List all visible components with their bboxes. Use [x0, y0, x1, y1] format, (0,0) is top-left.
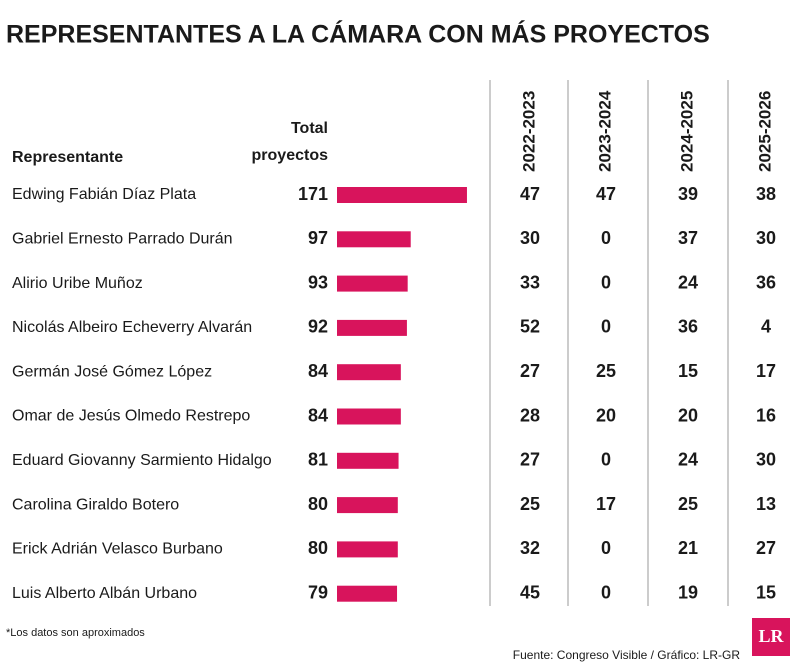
- total-bar: [337, 364, 401, 381]
- footnote: *Los datos son aproximados: [6, 627, 145, 639]
- period-value: 24: [678, 272, 698, 292]
- period-value: 45: [520, 582, 540, 602]
- column-header: proyectos: [252, 147, 329, 164]
- period-value: 24: [678, 450, 698, 470]
- period-value: 27: [756, 538, 776, 558]
- period-header: 2023-2024: [595, 90, 614, 172]
- representative-name: Omar de Jesús Olmedo Restrepo: [12, 408, 250, 425]
- period-value: 30: [756, 450, 776, 470]
- period-value: 21: [678, 538, 698, 558]
- total-value: 80: [308, 494, 328, 514]
- period-value: 4: [761, 317, 771, 337]
- total-value: 79: [308, 582, 328, 602]
- column-header: Total: [291, 120, 328, 137]
- title: REPRESENTANTES A LA CÁMARA CON MÁS PROYE…: [6, 20, 710, 49]
- period-value: 0: [601, 228, 611, 248]
- period-value: 36: [678, 317, 698, 337]
- period-value: 15: [756, 582, 776, 602]
- source: Fuente: Congreso Visible / Gráfico: LR-G…: [513, 648, 741, 662]
- period-value: 33: [520, 272, 540, 292]
- period-value: 0: [601, 272, 611, 292]
- period-value: 39: [678, 184, 698, 204]
- representative-name: Alirio Uribe Muñoz: [12, 275, 143, 292]
- total-bar: [337, 497, 398, 514]
- logo-box: [752, 618, 790, 656]
- total-value: 171: [298, 184, 328, 204]
- period-value: 25: [596, 361, 616, 381]
- total-value: 84: [308, 361, 328, 381]
- period-value: 27: [520, 450, 540, 470]
- period-value: 47: [520, 184, 540, 204]
- total-bar: [337, 275, 408, 292]
- period-header: 2025-2026: [755, 91, 774, 172]
- period-value: 17: [756, 361, 776, 381]
- total-bar: [337, 187, 467, 203]
- period-value: 20: [678, 405, 698, 425]
- column-header: Representante: [12, 149, 123, 166]
- total-value: 81: [308, 450, 328, 470]
- total-value: 93: [308, 272, 328, 292]
- representative-name: Gabriel Ernesto Parrado Durán: [12, 231, 233, 248]
- period-value: 30: [520, 228, 540, 248]
- total-bar: [337, 541, 398, 558]
- period-value: 0: [601, 317, 611, 337]
- logo: LR: [758, 626, 784, 646]
- representative-name: Edwing Fabián Díaz Plata: [12, 186, 196, 203]
- period-header: 2024-2025: [677, 91, 696, 172]
- total-bar: [337, 408, 401, 425]
- period-value: 27: [520, 361, 540, 381]
- period-value: 17: [596, 494, 616, 514]
- period-value: 47: [596, 184, 616, 204]
- period-value: 36: [756, 272, 776, 292]
- total-bar: [337, 231, 411, 248]
- total-bar: [337, 319, 407, 336]
- period-value: 25: [678, 494, 698, 514]
- representative-name: Eduard Giovanny Sarmiento Hidalgo: [12, 452, 272, 469]
- total-bar: [337, 585, 398, 602]
- period-value: 0: [601, 450, 611, 470]
- period-value: 0: [601, 582, 611, 602]
- period-value: 19: [678, 582, 698, 602]
- period-value: 13: [756, 494, 776, 514]
- period-value: 30: [756, 228, 776, 248]
- total-value: 97: [308, 228, 328, 248]
- total-value: 84: [308, 405, 328, 425]
- period-value: 28: [520, 405, 540, 425]
- period-value: 25: [520, 494, 540, 514]
- representative-name: Luis Alberto Albán Urbano: [12, 585, 197, 602]
- total-value: 92: [308, 317, 328, 337]
- period-value: 0: [601, 538, 611, 558]
- period-value: 20: [596, 405, 616, 425]
- period-value: 15: [678, 361, 698, 381]
- period-value: 38: [756, 184, 776, 204]
- representative-name: Nicolás Albeiro Echeverry Alvarán: [12, 319, 252, 336]
- representative-name: Carolina Giraldo Botero: [12, 496, 179, 513]
- total-bar: [337, 452, 399, 469]
- representative-name: Erick Adrián Velasco Burbano: [12, 541, 223, 558]
- period-value: 32: [520, 538, 540, 558]
- period-value: 37: [678, 228, 698, 248]
- period-value: 16: [756, 405, 776, 425]
- representative-name: Germán José Gómez López: [12, 363, 212, 380]
- total-value: 80: [308, 538, 328, 558]
- period-header: 2022-2023: [519, 91, 538, 172]
- period-value: 52: [520, 317, 540, 337]
